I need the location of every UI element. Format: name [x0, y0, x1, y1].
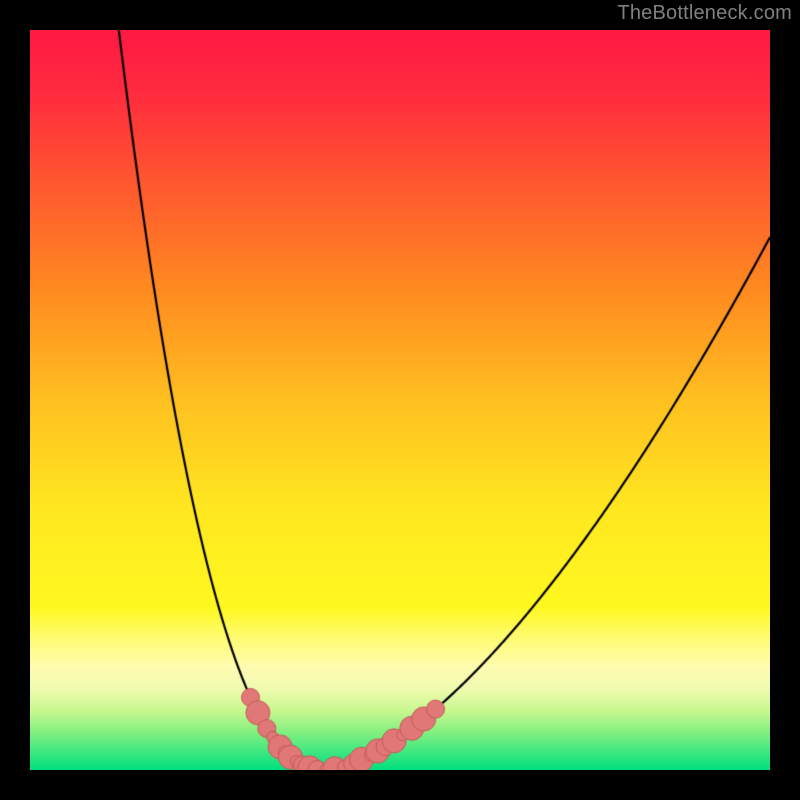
plot-area [30, 30, 770, 770]
chart-root: TheBottleneck.com [0, 0, 800, 800]
watermark-text: TheBottleneck.com [617, 2, 792, 25]
chart-canvas [30, 30, 770, 770]
